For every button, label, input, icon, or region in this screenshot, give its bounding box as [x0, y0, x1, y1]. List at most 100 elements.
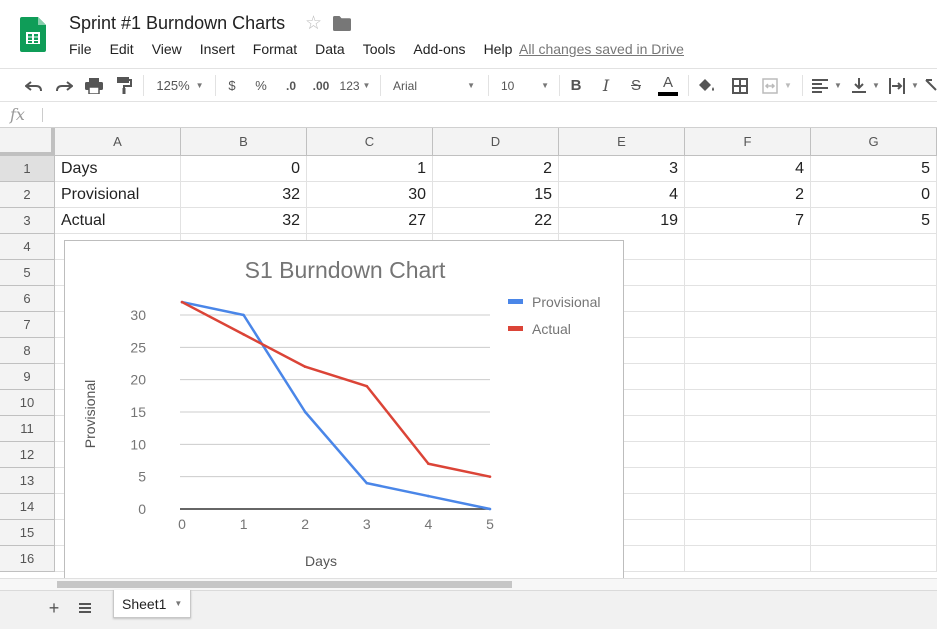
star-icon[interactable]: ☆ — [305, 13, 323, 34]
menu-insert[interactable]: Insert — [199, 41, 235, 57]
cell-g9[interactable] — [811, 364, 937, 390]
cell-g10[interactable] — [811, 390, 937, 416]
column-header-a[interactable]: A — [55, 128, 181, 156]
cell-a2[interactable]: Provisional — [55, 182, 181, 208]
cell-g4[interactable] — [811, 234, 937, 260]
cell-f14[interactable] — [685, 494, 811, 520]
column-header-f[interactable]: F — [685, 128, 811, 156]
cell-e3[interactable]: 19 — [559, 208, 685, 234]
cell-g8[interactable] — [811, 338, 937, 364]
cell-b3[interactable]: 32 — [181, 208, 307, 234]
row-header-4[interactable]: 4 — [0, 234, 55, 260]
row-header-3[interactable]: 3 — [0, 208, 55, 234]
cell-f16[interactable] — [685, 546, 811, 572]
paint-format-button[interactable] — [112, 69, 136, 102]
row-header-14[interactable]: 14 — [0, 494, 55, 520]
cell-c2[interactable]: 30 — [307, 182, 433, 208]
cell-f10[interactable] — [685, 390, 811, 416]
cell-a3[interactable]: Actual — [55, 208, 181, 234]
cell-f5[interactable] — [685, 260, 811, 286]
cell-b1[interactable]: 0 — [181, 156, 307, 182]
column-header-g[interactable]: G — [811, 128, 937, 156]
cell-g16[interactable] — [811, 546, 937, 572]
add-sheet-button[interactable]: + — [44, 598, 64, 618]
menu-file[interactable]: File — [69, 41, 92, 57]
row-header-11[interactable]: 11 — [0, 416, 55, 442]
row-header-12[interactable]: 12 — [0, 442, 55, 468]
cell-g6[interactable] — [811, 286, 937, 312]
menu-add-ons[interactable]: Add-ons — [413, 41, 466, 57]
cell-f2[interactable]: 2 — [685, 182, 811, 208]
cell-c1[interactable]: 1 — [307, 156, 433, 182]
cell-f7[interactable] — [685, 312, 811, 338]
font-family-select[interactable]: Arial ▼ — [388, 69, 480, 102]
cell-g1[interactable]: 5 — [811, 156, 937, 182]
cell-f12[interactable] — [685, 442, 811, 468]
cell-d1[interactable]: 2 — [433, 156, 559, 182]
cell-f3[interactable]: 7 — [685, 208, 811, 234]
sheet-tab-sheet1[interactable]: Sheet1 ▼ — [113, 590, 192, 618]
select-all-corner[interactable] — [0, 128, 55, 156]
undo-button[interactable] — [22, 69, 46, 102]
column-header-c[interactable]: C — [307, 128, 433, 156]
save-status-link[interactable]: All changes saved in Drive — [519, 41, 684, 57]
cell-g5[interactable] — [811, 260, 937, 286]
all-sheets-button[interactable] — [75, 598, 95, 618]
menu-data[interactable]: Data — [315, 41, 345, 57]
cell-c3[interactable]: 27 — [307, 208, 433, 234]
menu-help[interactable]: Help — [483, 41, 513, 57]
row-header-10[interactable]: 10 — [0, 390, 55, 416]
percent-format-button[interactable]: % — [255, 78, 267, 93]
folder-icon[interactable] — [333, 16, 351, 31]
zoom-select[interactable]: 125% ▼ — [150, 69, 210, 102]
document-title[interactable]: Sprint #1 Burndown Charts — [69, 13, 286, 33]
redo-button[interactable] — [52, 69, 76, 102]
column-header-e[interactable]: E — [559, 128, 685, 156]
column-header-d[interactable]: D — [433, 128, 559, 156]
cell-g14[interactable] — [811, 494, 937, 520]
merge-cells-button[interactable]: ▼ — [757, 69, 797, 102]
decrease-decimals-button[interactable]: .0 — [285, 78, 296, 93]
cell-g3[interactable]: 5 — [811, 208, 937, 234]
text-wrap-button[interactable]: ▼ — [886, 69, 922, 102]
row-header-16[interactable]: 16 — [0, 546, 55, 572]
cell-f4[interactable] — [685, 234, 811, 260]
cell-f6[interactable] — [685, 286, 811, 312]
bold-button[interactable]: B — [570, 77, 582, 94]
cell-g11[interactable] — [811, 416, 937, 442]
borders-button[interactable] — [728, 69, 752, 102]
text-color-button[interactable]: A — [656, 69, 680, 102]
cell-d3[interactable]: 22 — [433, 208, 559, 234]
row-header-6[interactable]: 6 — [0, 286, 55, 312]
cell-e1[interactable]: 3 — [559, 156, 685, 182]
cell-f8[interactable] — [685, 338, 811, 364]
cell-g15[interactable] — [811, 520, 937, 546]
horizontal-scrollbar-thumb[interactable] — [57, 581, 512, 588]
cell-f15[interactable] — [685, 520, 811, 546]
row-header-5[interactable]: 5 — [0, 260, 55, 286]
cell-d2[interactable]: 15 — [433, 182, 559, 208]
cell-a1[interactable]: Days — [55, 156, 181, 182]
menu-tools[interactable]: Tools — [362, 41, 396, 57]
increase-decimals-button[interactable]: .00 — [312, 78, 330, 93]
font-size-select[interactable]: 10 ▼ — [496, 69, 554, 102]
row-header-9[interactable]: 9 — [0, 364, 55, 390]
row-header-1[interactable]: 1 — [0, 156, 55, 182]
horizontal-align-button[interactable]: ▼ — [809, 69, 845, 102]
row-header-15[interactable]: 15 — [0, 520, 55, 546]
row-header-13[interactable]: 13 — [0, 468, 55, 494]
more-formats-button[interactable]: 123 ▼ — [337, 69, 373, 102]
cell-e2[interactable]: 4 — [559, 182, 685, 208]
cell-f13[interactable] — [685, 468, 811, 494]
currency-format-button[interactable]: $ — [228, 78, 236, 93]
print-button[interactable] — [82, 69, 106, 102]
italic-button[interactable]: I — [602, 76, 610, 95]
cell-g12[interactable] — [811, 442, 937, 468]
row-header-8[interactable]: 8 — [0, 338, 55, 364]
cell-f11[interactable] — [685, 416, 811, 442]
horizontal-scrollbar[interactable] — [0, 578, 937, 590]
vertical-align-button[interactable]: ▼ — [848, 69, 884, 102]
menu-format[interactable]: Format — [252, 41, 298, 57]
fill-color-button[interactable] — [695, 69, 719, 102]
menu-view[interactable]: View — [151, 41, 182, 57]
